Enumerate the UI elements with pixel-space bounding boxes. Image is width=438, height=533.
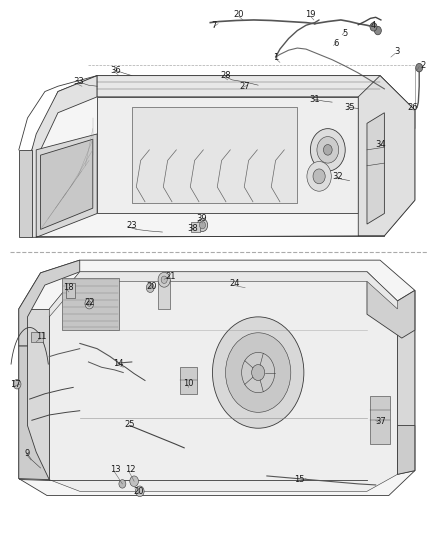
Circle shape [416,63,423,72]
Polygon shape [49,272,397,491]
Polygon shape [367,113,385,224]
Text: 3: 3 [395,47,400,56]
Polygon shape [358,76,415,236]
Text: 22: 22 [84,298,95,307]
Polygon shape [19,346,49,480]
Circle shape [158,272,170,287]
Text: 35: 35 [344,103,355,112]
Text: 20: 20 [233,10,244,19]
Polygon shape [19,150,32,237]
Text: 4: 4 [371,21,376,30]
Text: 21: 21 [165,271,176,280]
Circle shape [119,480,126,488]
Circle shape [323,144,332,155]
Circle shape [242,352,275,393]
Text: 39: 39 [196,214,207,223]
Text: 17: 17 [10,379,21,389]
Circle shape [313,169,325,184]
Polygon shape [367,272,415,338]
Polygon shape [62,278,119,330]
Circle shape [135,486,144,497]
Circle shape [85,298,94,309]
Circle shape [130,476,138,487]
Circle shape [87,301,92,306]
Text: 19: 19 [305,10,316,19]
Text: 15: 15 [294,475,305,484]
Polygon shape [19,260,415,496]
Polygon shape [36,134,97,237]
Bar [158,280,170,309]
Circle shape [146,283,154,293]
Text: 2: 2 [420,61,425,69]
Circle shape [197,219,208,231]
Polygon shape [180,367,197,394]
Polygon shape [371,397,390,444]
Text: 27: 27 [240,82,251,91]
Text: 37: 37 [375,417,386,426]
Polygon shape [97,97,358,214]
Text: 12: 12 [125,465,135,473]
Polygon shape [41,139,93,229]
Polygon shape [32,76,97,237]
Polygon shape [19,309,49,480]
Circle shape [13,379,21,389]
Polygon shape [397,425,415,474]
Polygon shape [132,108,297,203]
Text: 34: 34 [376,140,386,149]
Text: 26: 26 [407,103,418,112]
Circle shape [317,136,339,163]
Text: 10: 10 [183,378,194,387]
Text: 5: 5 [343,29,348,38]
Circle shape [374,26,381,35]
Text: 18: 18 [64,283,74,292]
Text: 14: 14 [113,359,123,367]
Polygon shape [49,272,397,317]
Circle shape [226,333,291,413]
Circle shape [161,276,167,284]
Polygon shape [32,76,415,237]
Circle shape [307,161,331,191]
Text: 6: 6 [334,39,339,49]
Text: 25: 25 [124,420,135,429]
Text: 28: 28 [220,71,231,80]
Text: 38: 38 [187,224,198,233]
Text: 20: 20 [146,282,157,291]
Polygon shape [97,76,415,128]
Text: 31: 31 [309,95,320,104]
Text: 33: 33 [74,77,84,86]
Text: 7: 7 [211,21,216,30]
Text: 32: 32 [332,172,343,181]
Text: 20: 20 [133,487,144,496]
Circle shape [311,128,345,171]
Bar [31,332,43,342]
Bar [66,284,74,298]
Circle shape [252,365,265,381]
Text: 9: 9 [24,449,29,458]
Circle shape [370,22,377,31]
Polygon shape [397,290,415,474]
Circle shape [199,221,205,229]
Text: 13: 13 [110,465,121,473]
Text: 24: 24 [229,279,240,288]
Text: 1: 1 [273,53,278,62]
Text: 23: 23 [127,221,137,230]
Text: 36: 36 [110,66,121,75]
Bar [191,222,200,232]
Circle shape [212,317,304,428]
Polygon shape [19,260,80,346]
Text: 11: 11 [36,332,47,341]
